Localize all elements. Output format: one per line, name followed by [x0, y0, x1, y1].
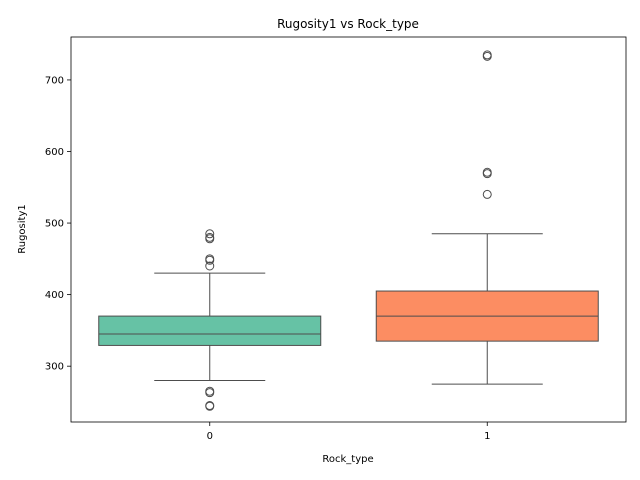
outlier-point	[205, 388, 215, 398]
box-group-1	[375, 50, 599, 385]
box-group-0	[98, 229, 322, 411]
outlier-point	[205, 255, 215, 265]
x-tick-label: 1	[484, 431, 490, 442]
y-tick-label: 400	[45, 290, 64, 301]
outlier-point	[482, 169, 492, 179]
y-axis-label: Rugosity1	[17, 204, 28, 254]
y-axis: 300 400 500 600 700	[45, 75, 71, 373]
x-axis-label: Rock_type	[322, 454, 373, 465]
outlier-point	[482, 189, 492, 199]
outlier-point	[205, 401, 215, 411]
iqr-box	[98, 315, 322, 346]
y-tick-label: 500	[45, 219, 64, 230]
outlier-point	[482, 51, 492, 61]
plot-frame	[70, 36, 627, 423]
y-tick-label: 600	[45, 147, 64, 158]
plot-area	[98, 50, 599, 411]
y-tick-label: 300	[45, 362, 64, 373]
chart-title: Rugosity1 vs Rock_type	[277, 17, 419, 31]
x-tick-label: 0	[207, 431, 213, 442]
y-tick-label: 700	[45, 75, 64, 86]
outlier-point	[205, 261, 215, 271]
outlier-point	[205, 229, 215, 239]
outlier-point	[205, 234, 215, 244]
